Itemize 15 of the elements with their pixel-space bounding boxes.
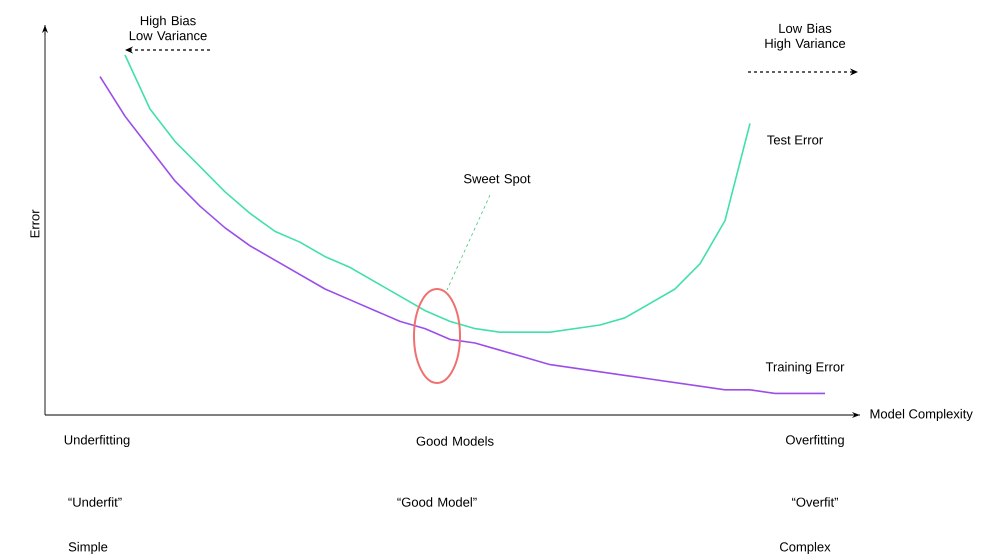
text: Overfitting bbox=[786, 434, 844, 448]
series-label: Test Error bbox=[767, 135, 823, 145]
text: Simple bbox=[68, 542, 108, 554]
annotation: Sweet Spot bbox=[464, 174, 530, 186]
text: Low Bias High Variance bbox=[765, 23, 846, 51]
text: Complex bbox=[780, 542, 831, 554]
x-axis-title: Model Complexity bbox=[870, 408, 973, 422]
text: “Underfit” bbox=[68, 497, 122, 507]
y-axis-title: Error bbox=[30, 210, 40, 238]
text: “Good Model” bbox=[397, 497, 477, 507]
text: High Bias Low Variance bbox=[130, 16, 207, 40]
text: Good Models bbox=[416, 436, 494, 446]
text: Underfitting bbox=[64, 434, 130, 448]
text: “Overfit” bbox=[792, 497, 838, 507]
series-label: Training Error bbox=[766, 362, 844, 374]
